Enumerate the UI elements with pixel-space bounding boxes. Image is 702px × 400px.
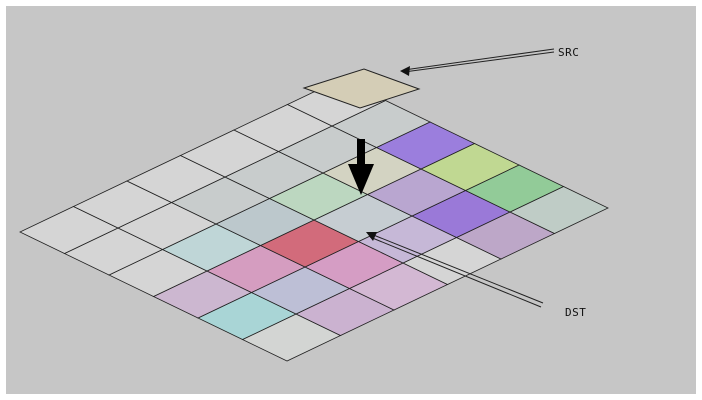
src-pointer-arrow [403, 48, 555, 73]
destination-grid [19, 78, 609, 362]
dst-pointer-arrowhead [366, 232, 377, 241]
drop-arrow-shaft [357, 139, 365, 164]
src-pointer-arrowhead [400, 66, 410, 76]
dst-label: DST [565, 306, 586, 319]
dst-pointer-arrow [369, 233, 544, 308]
layer-diagram: SRC DST [19, 46, 609, 362]
source-tile [302, 68, 421, 109]
diagram-canvas: SRC DST [6, 6, 696, 394]
drop-arrow-head [348, 164, 374, 195]
src-label: SRC [558, 46, 579, 59]
